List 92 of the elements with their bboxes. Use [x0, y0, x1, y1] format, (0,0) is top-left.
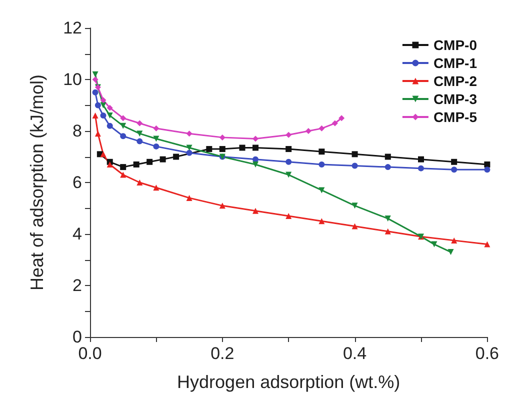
point: [94, 130, 101, 137]
point: [418, 156, 424, 162]
point: [94, 102, 101, 108]
point: [106, 112, 113, 119]
point: [484, 161, 490, 168]
point: [384, 228, 391, 234]
point: [100, 112, 106, 119]
point: [153, 136, 160, 142]
point: [136, 180, 143, 186]
point: [160, 156, 166, 162]
point: [352, 202, 358, 209]
point: [318, 125, 325, 132]
point: [451, 237, 458, 244]
point: [252, 144, 258, 151]
y-tick-label: 8: [72, 122, 82, 140]
point: [92, 89, 98, 96]
y-axis-title: Heat of adsorption (kJ/mol): [27, 74, 47, 291]
point: [120, 122, 126, 129]
y-tick-label: 12: [63, 18, 82, 38]
point: [451, 158, 458, 165]
y-tick-label: 10: [63, 70, 82, 89]
x-tick-label: 0.2: [210, 344, 234, 363]
point: [186, 194, 192, 201]
legend-label: CMP-5: [433, 109, 478, 125]
point: [146, 158, 153, 165]
point: [286, 132, 292, 138]
point: [384, 164, 391, 170]
point: [484, 241, 490, 248]
y-tick-label: 4: [72, 224, 82, 244]
point: [92, 112, 98, 119]
point: [133, 161, 140, 168]
point: [153, 125, 160, 132]
point: [286, 172, 292, 178]
point: [100, 151, 106, 158]
legend-label: CMP-0: [433, 37, 478, 53]
legend-label: CMP-3: [433, 91, 478, 107]
point: [120, 115, 126, 122]
legend-label: CMP-1: [433, 55, 478, 71]
point: [305, 128, 312, 134]
x-tick-label: 0.0: [78, 344, 102, 363]
point: [418, 165, 424, 172]
point: [153, 184, 160, 191]
point: [100, 97, 106, 104]
point: [106, 104, 113, 111]
point: [92, 76, 98, 82]
point: [318, 161, 325, 168]
point: [219, 202, 226, 209]
point: [352, 162, 358, 169]
point: [153, 143, 160, 150]
point: [239, 144, 246, 151]
point: [384, 216, 391, 222]
point: [451, 166, 458, 173]
point: [352, 151, 358, 158]
point: [136, 120, 143, 126]
point: [100, 102, 106, 108]
point: [106, 161, 113, 168]
point: [186, 144, 192, 151]
point: [286, 146, 292, 152]
y-tick-label: 6: [72, 173, 82, 192]
y-tick-label: 2: [72, 276, 82, 295]
point: [318, 187, 325, 194]
point: [338, 115, 345, 122]
point: [484, 166, 490, 173]
point: [332, 120, 338, 126]
point: [173, 154, 180, 160]
point: [219, 134, 226, 140]
point: [252, 208, 258, 214]
x-axis-title: Hydrogen adsorption (wt.%): [177, 372, 400, 392]
point: [136, 138, 143, 144]
point: [286, 212, 292, 219]
point: [186, 150, 192, 156]
point: [136, 130, 143, 137]
point: [318, 148, 325, 155]
point: [120, 164, 126, 170]
point: [252, 161, 258, 168]
point: [120, 172, 126, 178]
y-tick-label: 0: [72, 328, 82, 346]
point: [448, 249, 454, 256]
x-tick-label: 0.6: [475, 344, 500, 363]
point: [206, 146, 212, 152]
point: [352, 223, 358, 230]
point: [186, 130, 192, 137]
legend-label: CMP-2: [433, 73, 478, 89]
x-tick-label: 0.4: [342, 344, 367, 363]
point: [431, 241, 438, 248]
point: [318, 218, 325, 224]
point: [384, 154, 391, 160]
point: [92, 71, 98, 78]
point: [106, 122, 113, 129]
point: [120, 133, 126, 140]
point: [286, 158, 292, 165]
point: [219, 146, 226, 152]
